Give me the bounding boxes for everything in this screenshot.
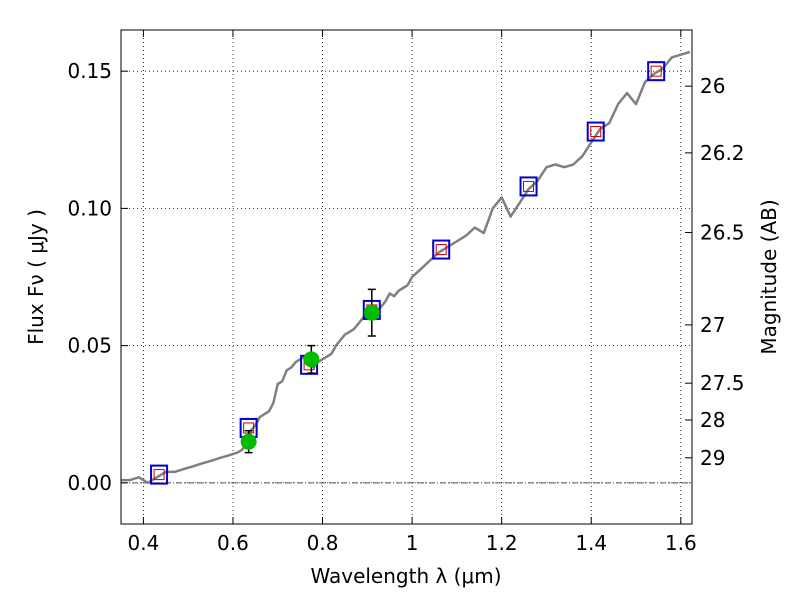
- model-photometry-inner: [153, 469, 165, 481]
- model-photometry-inner: [650, 65, 662, 77]
- x-tick-label: 0.4: [127, 531, 159, 555]
- x-tick-label: 1: [406, 531, 419, 555]
- model-photometry-inner: [523, 180, 535, 192]
- x-tick-label: 1.4: [575, 531, 607, 555]
- y-tick-label: 0.05: [67, 334, 112, 358]
- right-tick-label: 26: [700, 74, 725, 98]
- right-tick-label: 26.5: [700, 221, 745, 245]
- model-photometry-box: [586, 121, 605, 142]
- y-tick-label: 0.15: [67, 59, 112, 83]
- right-tick-label: 28: [700, 408, 725, 432]
- plot-frame: [120, 29, 693, 525]
- model-photometry-box: [519, 176, 538, 197]
- x-axis-label: Wavelength λ (μm): [310, 564, 501, 588]
- x-tick-label: 0.6: [217, 531, 249, 555]
- observed-point: [363, 304, 380, 321]
- x-tick-label: 1.6: [665, 531, 697, 555]
- observed-point: [303, 351, 320, 368]
- right-tick-label: 27: [700, 313, 725, 337]
- model-photometry-box: [432, 239, 451, 260]
- y-tick-label: 0.00: [67, 471, 112, 495]
- x-tick-label: 1.2: [486, 531, 518, 555]
- x-tick-label: 0.8: [307, 531, 339, 555]
- right-tick-label: 27.5: [700, 371, 745, 395]
- observed-point: [240, 433, 257, 450]
- y-tick-label: 0.10: [67, 196, 112, 220]
- right-tick-label: 29: [700, 446, 725, 470]
- model-photometry-inner: [590, 126, 602, 138]
- right-tick-label: 26.2: [700, 141, 745, 165]
- model-photometry-box: [647, 61, 666, 82]
- axis-ticks: 0.4 0.6 0.8 1 1.2 1.4 1.6 0.00 0.05 0.10 0.15 26 26.…: [67, 30, 745, 555]
- observed-photometry-layer: [240, 288, 380, 454]
- model-photometry-inner: [435, 244, 447, 256]
- y-axis-label: Flux Fν ( μJy ): [24, 209, 48, 345]
- right-axis-label: Magnitude (AB): [757, 199, 781, 354]
- model-photometry-box: [150, 464, 169, 485]
